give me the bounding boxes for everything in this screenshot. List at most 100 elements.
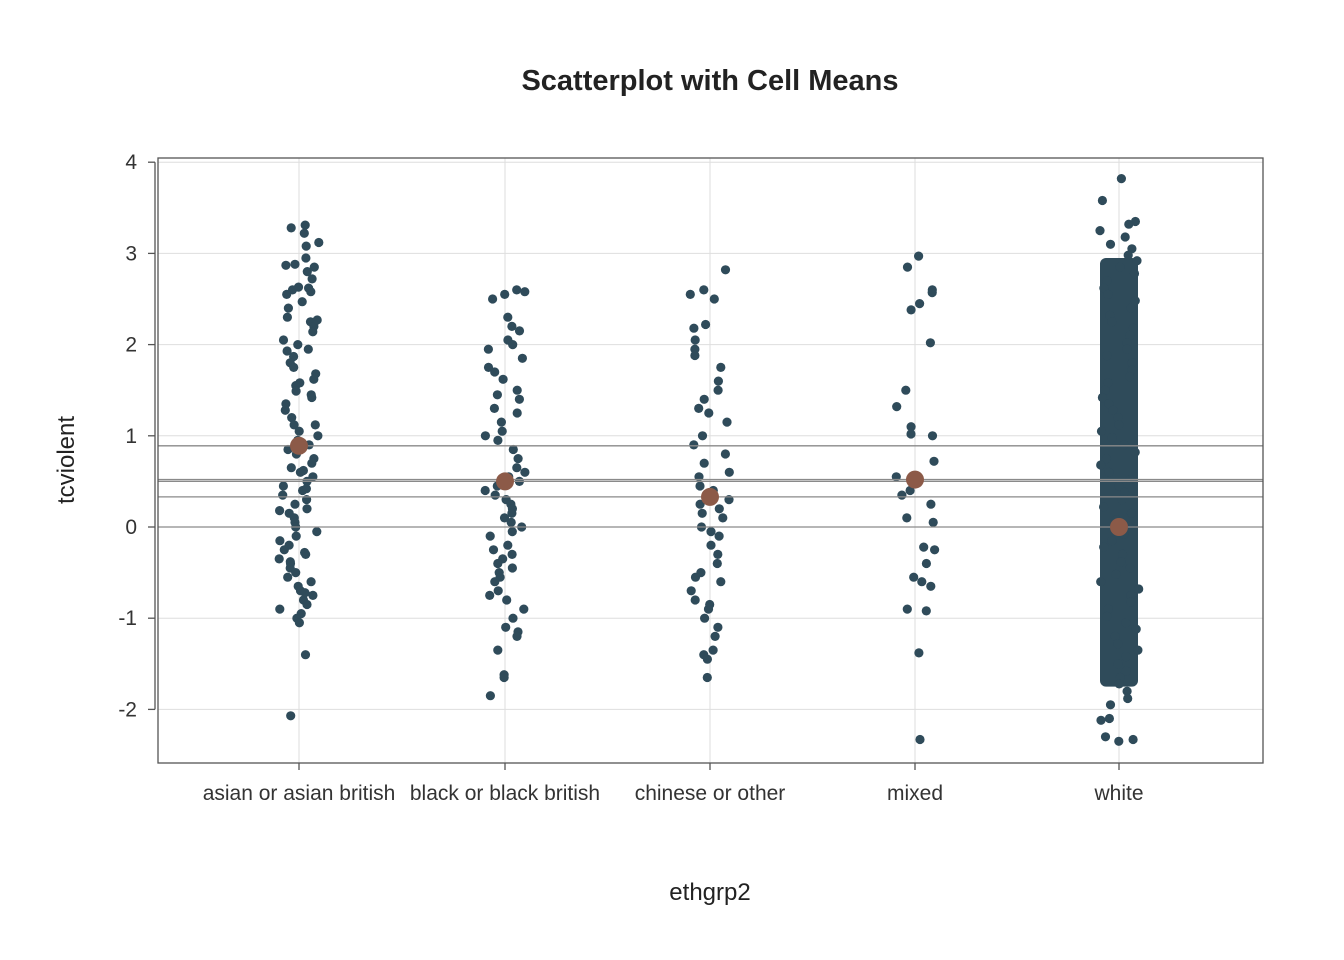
data-point <box>1119 487 1130 497</box>
data-point <box>301 253 311 263</box>
data-point <box>302 599 312 610</box>
data-point <box>686 586 696 596</box>
data-point <box>724 467 734 477</box>
data-point <box>1103 604 1113 614</box>
data-point <box>902 262 913 272</box>
y-tick-label: 0 <box>125 516 137 539</box>
data-point <box>488 294 498 304</box>
data-point <box>291 568 301 578</box>
data-point <box>1107 317 1117 327</box>
data-point <box>897 490 907 500</box>
data-point <box>1127 358 1137 368</box>
data-point <box>699 394 709 404</box>
data-point <box>287 413 297 423</box>
y-tick-label: 1 <box>125 425 137 448</box>
data-point <box>915 734 925 745</box>
data-point <box>699 458 709 468</box>
y-tick-label: 3 <box>125 242 137 265</box>
data-point <box>503 540 513 550</box>
data-point <box>919 542 929 552</box>
data-point <box>1102 350 1112 361</box>
data-point <box>714 504 724 514</box>
data-point <box>689 440 699 450</box>
data-point <box>282 346 292 356</box>
cell-mean-marker <box>1110 518 1128 536</box>
data-point <box>294 618 304 628</box>
data-point <box>275 506 285 516</box>
data-point <box>702 654 713 664</box>
data-point <box>507 563 517 573</box>
data-point <box>507 527 517 537</box>
data-point <box>493 586 503 596</box>
data-point <box>501 622 511 632</box>
data-point <box>299 228 309 238</box>
data-point <box>1128 323 1138 333</box>
data-point <box>915 299 925 309</box>
data-point <box>1116 557 1126 567</box>
data-point <box>275 604 285 614</box>
data-point <box>720 449 731 459</box>
data-point <box>1108 405 1118 415</box>
data-point <box>703 604 714 614</box>
data-point <box>293 340 303 350</box>
data-point <box>290 499 300 509</box>
data-point <box>704 408 714 418</box>
data-point <box>1124 219 1134 229</box>
data-point <box>713 385 723 395</box>
data-point <box>1114 736 1124 746</box>
data-point <box>1097 195 1107 206</box>
data-point <box>930 545 940 555</box>
data-point <box>921 606 931 616</box>
data-point <box>312 315 322 325</box>
data-point <box>722 417 732 427</box>
data-point <box>301 241 311 251</box>
data-point <box>690 344 700 354</box>
data-point <box>485 691 495 701</box>
data-point <box>300 588 310 598</box>
x-tick-label: asian or asian british <box>203 782 396 805</box>
data-point <box>1113 639 1123 649</box>
data-point <box>289 362 299 372</box>
data-point <box>278 490 288 500</box>
data-point <box>499 672 509 683</box>
data-point <box>1125 563 1135 573</box>
data-point <box>718 513 728 523</box>
data-point <box>512 408 522 418</box>
data-point <box>308 327 318 337</box>
data-point <box>1103 289 1113 299</box>
data-point <box>906 429 916 439</box>
data-point <box>498 374 508 384</box>
data-point <box>690 350 700 361</box>
data-point <box>1125 371 1135 382</box>
data-point <box>496 417 506 427</box>
data-point <box>1096 577 1106 587</box>
data-point <box>507 549 517 560</box>
data-point <box>480 485 490 496</box>
data-point <box>314 237 324 248</box>
data-point <box>1099 502 1109 512</box>
data-point <box>503 312 513 322</box>
data-point <box>520 467 530 477</box>
data-point <box>699 285 709 295</box>
data-point <box>1132 256 1142 266</box>
data-point <box>720 265 731 275</box>
data-point <box>1123 250 1133 260</box>
data-point <box>289 420 299 430</box>
data-point <box>298 465 308 476</box>
data-point <box>695 481 705 491</box>
data-point <box>1114 679 1124 689</box>
data-point <box>906 422 916 432</box>
data-point <box>1129 268 1140 279</box>
data-point <box>1107 536 1117 546</box>
data-point <box>1125 330 1135 341</box>
chart-title: Scatterplot with Cell Means <box>521 65 898 97</box>
data-point <box>290 259 300 269</box>
data-point <box>492 390 502 400</box>
data-point <box>1095 226 1105 236</box>
data-point <box>1121 618 1131 628</box>
data-point <box>1114 481 1124 491</box>
data-point <box>275 536 285 546</box>
data-point <box>1113 413 1123 423</box>
data-point <box>1126 590 1136 601</box>
